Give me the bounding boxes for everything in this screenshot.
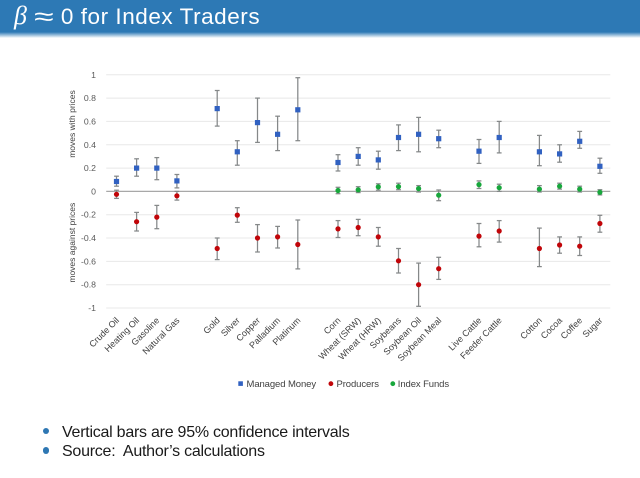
svg-text:-0.6: -0.6: [81, 256, 96, 266]
svg-text:Managed Money: Managed Money: [247, 379, 317, 390]
svg-text:moves against prices: moves against prices: [67, 203, 77, 283]
svg-text:Cotton: Cotton: [518, 315, 544, 341]
svg-text:0.6: 0.6: [84, 116, 96, 126]
svg-text:0.4: 0.4: [84, 140, 96, 150]
svg-text:0.8: 0.8: [84, 93, 96, 103]
svg-text:Coffee: Coffee: [559, 315, 585, 341]
svg-text:-0.8: -0.8: [81, 280, 96, 290]
svg-text:Producers: Producers: [337, 379, 380, 390]
svg-text:0: 0: [91, 186, 96, 196]
svg-text:0.2: 0.2: [84, 163, 96, 173]
svg-text:1: 1: [91, 70, 96, 80]
svg-text:moves with prices: moves with prices: [67, 90, 77, 158]
svg-text:-0.4: -0.4: [81, 233, 96, 243]
svg-text:Gold: Gold: [201, 315, 222, 336]
svg-text:Sugar: Sugar: [580, 315, 604, 339]
svg-text:Index Funds: Index Funds: [398, 379, 450, 390]
svg-text:-0.2: -0.2: [81, 210, 96, 220]
svg-text:-1: -1: [88, 303, 96, 313]
